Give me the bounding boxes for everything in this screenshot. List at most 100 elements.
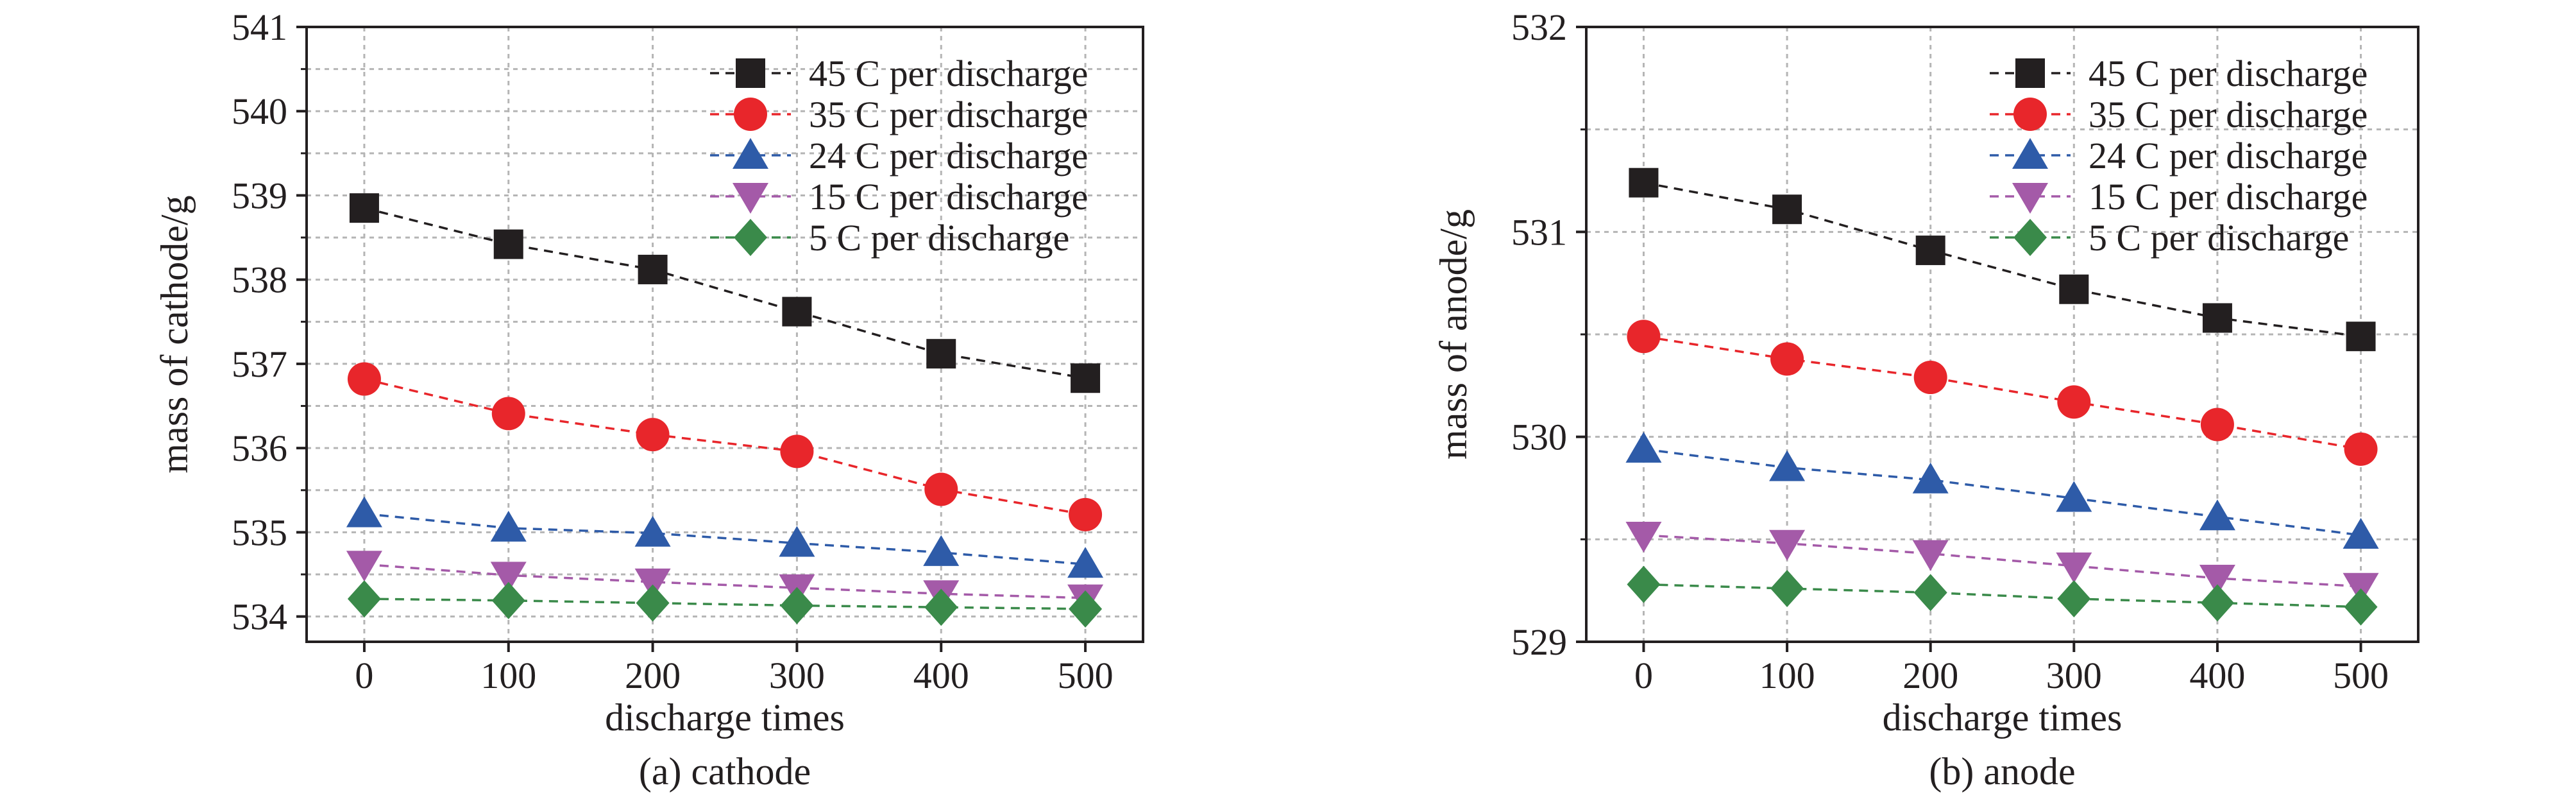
data-point — [2344, 588, 2378, 626]
data-point — [1067, 547, 1104, 578]
data-point — [1772, 194, 1802, 225]
y-tick-label: 534 — [232, 596, 287, 638]
chart-anode: 0 100 200 300 400 500 529 530 531 532 discharge ti… — [1432, 6, 2419, 793]
data-point — [346, 496, 382, 528]
series-line — [364, 597, 1086, 610]
data-point — [1629, 168, 1659, 198]
legend-marker — [2012, 183, 2048, 214]
data-point — [2059, 274, 2089, 304]
data-point — [782, 297, 812, 327]
x-tick-label: 500 — [1058, 655, 1114, 696]
legend-marker — [734, 219, 767, 256]
data-point — [1913, 574, 1947, 612]
series-line — [364, 563, 1086, 599]
legend-label: 35 C per discharge — [809, 94, 1088, 135]
y-tick-label: 537 — [232, 343, 287, 385]
data-point — [923, 535, 960, 566]
legend-label: 35 C per discharge — [2089, 94, 2368, 135]
data-point — [2199, 565, 2235, 596]
y-tick-label: 541 — [232, 6, 287, 48]
data-point — [638, 254, 668, 284]
data-point — [2056, 552, 2092, 583]
legend-label: 24 C per discharge — [809, 135, 1088, 176]
y-tick-label: 535 — [232, 511, 287, 553]
data-point — [779, 526, 815, 557]
data-point — [346, 551, 382, 582]
legend-label: 15 C per discharge — [809, 176, 1088, 218]
y-tick-label: 540 — [232, 90, 287, 132]
data-point — [2200, 408, 2234, 442]
y-tick-label: 529 — [1511, 621, 1567, 663]
x-tick-label: 500 — [2333, 655, 2389, 696]
data-point — [2057, 385, 2091, 419]
data-point — [491, 397, 525, 431]
y-axis-title: mass of cathode/g — [153, 195, 196, 473]
data-point — [1069, 590, 1103, 628]
data-point — [493, 229, 523, 259]
x-tick-label: 0 — [355, 655, 373, 696]
x-axis-title: discharge times — [1883, 696, 2123, 739]
y-tick-label: 531 — [1511, 211, 1567, 253]
legend-marker — [733, 138, 768, 169]
y-tick-label: 530 — [1511, 417, 1567, 458]
x-tick-label: 100 — [480, 655, 536, 696]
data-point — [2343, 517, 2379, 549]
x-tick-label: 200 — [625, 655, 681, 696]
data-point — [2202, 303, 2232, 333]
legend-marker — [736, 58, 765, 88]
data-point — [2056, 481, 2092, 512]
series-line — [364, 377, 1086, 516]
data-point — [780, 587, 814, 624]
legend-label: 15 C per discharge — [2089, 176, 2368, 218]
data-point — [347, 362, 381, 396]
data-point — [2346, 322, 2376, 352]
data-point — [1912, 540, 1949, 571]
legend-label: 5 C per discharge — [809, 217, 1069, 259]
plot-frame — [305, 26, 1144, 643]
x-tick-label: 200 — [1902, 655, 1958, 696]
legend-label: 5 C per discharge — [2089, 217, 2349, 259]
data-point — [2344, 432, 2378, 466]
x-tick-label: 400 — [913, 655, 969, 696]
data-point — [1627, 565, 1661, 603]
x-tick-label: 400 — [2189, 655, 2245, 696]
data-point — [2200, 584, 2234, 622]
data-point — [636, 584, 670, 622]
x-tick-label: 300 — [769, 655, 825, 696]
data-point — [1069, 497, 1103, 531]
data-point — [634, 568, 671, 599]
data-point — [491, 581, 525, 619]
legend-label: 45 C per discharge — [2089, 53, 2368, 94]
data-point — [1625, 521, 1662, 553]
data-point — [924, 472, 958, 506]
data-point — [1915, 236, 1945, 266]
data-point — [490, 562, 527, 593]
data-point — [1913, 361, 1947, 395]
data-point — [2057, 580, 2091, 617]
series-line — [1643, 583, 2361, 608]
y-tick-label: 532 — [1511, 6, 1567, 48]
legend-marker — [2015, 58, 2045, 88]
data-point — [1625, 431, 1662, 463]
x-tick-label: 300 — [2046, 655, 2102, 696]
series-line — [1643, 534, 2361, 588]
data-point — [1627, 320, 1661, 354]
data-point — [349, 193, 379, 223]
legend-marker — [734, 98, 767, 131]
data-point — [636, 418, 670, 452]
figure-caption: (b) anode — [1929, 750, 2075, 793]
legend-marker — [2013, 219, 2047, 256]
data-point — [1770, 342, 1804, 376]
x-tick-label: 100 — [1759, 655, 1815, 696]
data-point — [780, 434, 814, 468]
series-line — [1643, 448, 2361, 537]
data-point — [347, 580, 381, 618]
data-point — [926, 339, 956, 369]
legend-label: 24 C per discharge — [2089, 135, 2368, 176]
x-tick-label: 0 — [1634, 655, 1653, 696]
y-tick-label: 539 — [232, 175, 287, 216]
legend-marker — [733, 183, 768, 214]
